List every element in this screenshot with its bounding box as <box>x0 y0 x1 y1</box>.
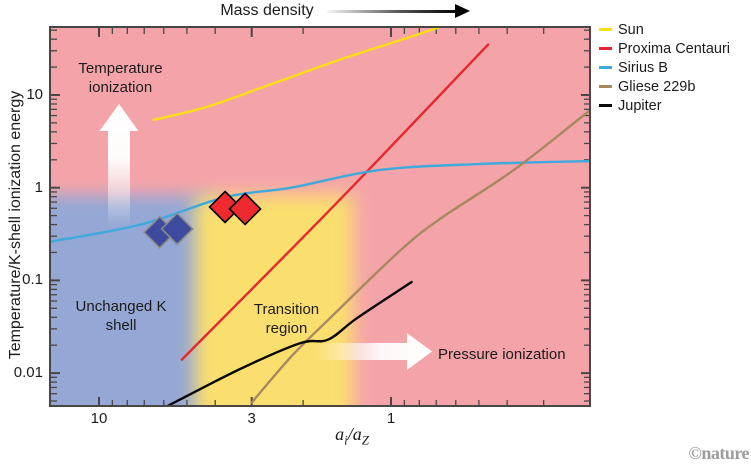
legend-item-jupiter: Jupiter <box>599 96 730 115</box>
nature-watermark: ©nature <box>688 443 749 463</box>
diamond-marker-unchanged-K-shell-points <box>160 212 194 246</box>
legend: Sun Proxima Centauri Sirius B Gliese 229b Ju… <box>599 20 730 115</box>
temperature-ionization-label: Temperature ionization <box>78 60 163 96</box>
y-tick-label-1: 1 <box>34 178 43 196</box>
legend-swatch-icon <box>599 47 612 50</box>
legend-swatch-icon <box>599 66 612 69</box>
series-line-jupiter <box>163 280 413 407</box>
unchanged-k-shell-label: Unchanged K shell <box>75 298 167 334</box>
data-markers <box>142 190 262 249</box>
x-axis-title: ai/aZ <box>302 424 402 449</box>
y-tick-label-0.01: 0.01 <box>13 364 43 382</box>
diamond-marker-transition-region-points <box>208 190 242 224</box>
mass-density-arrow <box>327 10 457 13</box>
legend-item-proxima-centauri: Proxima Centauri <box>599 39 730 58</box>
legend-label: Gliese 229b <box>618 78 696 95</box>
legend-label: Sirius B <box>618 59 668 76</box>
x-title-sub-z: Z <box>361 432 369 448</box>
legend-swatch-icon <box>599 104 612 107</box>
mass-density-label: Mass density <box>220 2 314 19</box>
transition-region-label: Transition region <box>253 301 320 337</box>
temperature-ionization-arrow-icon <box>99 104 139 226</box>
x-tick-label-3: 3 <box>247 410 256 427</box>
series-line-proxima-centauri <box>180 43 490 361</box>
pressure-ionization-arrow-icon <box>315 333 432 370</box>
legend-swatch-icon <box>599 28 612 31</box>
legend-item-sirius-b: Sirius B <box>599 58 730 77</box>
plot-area <box>49 26 591 407</box>
plot-border <box>49 26 591 407</box>
mass-density-arrowhead-icon <box>455 4 470 18</box>
legend-label: Proxima Centauri <box>618 40 731 57</box>
x-tick-label-10: 10 <box>90 410 108 427</box>
legend-label: Sun <box>618 21 644 38</box>
series-line-sirius-b <box>49 159 591 244</box>
legend-label: Jupiter <box>618 97 662 114</box>
region-transition <box>195 195 353 407</box>
data-series <box>49 26 591 407</box>
x-title-a1: a <box>335 424 345 444</box>
x-title-sub-i: i <box>344 432 348 448</box>
series-line-sun <box>152 26 442 122</box>
legend-swatch-icon <box>599 85 612 88</box>
x-title-a2: a <box>352 424 362 444</box>
legend-item-sun: Sun <box>599 20 730 39</box>
legend-item-gliese-229b: Gliese 229b <box>599 77 730 96</box>
x-tick-label-1: 1 <box>386 410 396 427</box>
x-title-slash: / <box>347 424 353 444</box>
pressure-ionization-label: Pressure ionization <box>438 346 566 363</box>
diamond-marker-transition-region-points <box>228 192 262 226</box>
y-tick-label-0.1: 0.1 <box>22 271 43 289</box>
y-tick-label-10: 10 <box>26 86 43 103</box>
series-line-gliese-229b <box>250 109 591 404</box>
